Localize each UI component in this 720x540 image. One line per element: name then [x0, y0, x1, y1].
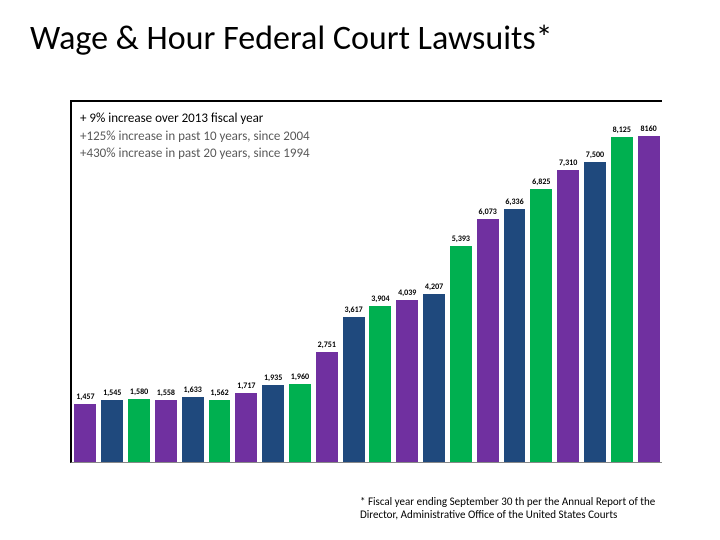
- bar-value-label: 2,751: [318, 340, 336, 350]
- bar: 1,633: [182, 397, 204, 462]
- bar: 1,545: [101, 400, 123, 462]
- bar-value-label: 6,336: [505, 197, 523, 207]
- bar-value-label: 1,960: [291, 372, 309, 382]
- bar-value-label: 4,039: [398, 288, 416, 298]
- bar: 8,125: [611, 137, 633, 462]
- bar: 6,336: [504, 209, 526, 462]
- bar-plot: 1,4571,5451,5801,5581,6331,5621,7171,935…: [72, 102, 662, 462]
- bar-value-label: 1,457: [76, 392, 94, 402]
- bar-value-label: 1,558: [157, 388, 175, 398]
- bar-value-label: 1,717: [237, 381, 255, 391]
- bar: 1,580: [128, 399, 150, 462]
- slide: Wage & Hour Federal Court Lawsuits* + 9%…: [0, 0, 720, 540]
- page-title: Wage & Hour Federal Court Lawsuits*: [30, 18, 690, 59]
- bar-value-label: 1,545: [103, 388, 121, 398]
- bar: 1,558: [155, 400, 177, 462]
- bar: 3,904: [369, 306, 391, 462]
- bar: 6,073: [477, 219, 499, 462]
- bar-value-label: 3,904: [371, 294, 389, 304]
- bar-value-label: 7,500: [586, 150, 604, 160]
- bar: 7,310: [557, 170, 579, 462]
- bar-value-label: 1,562: [210, 388, 228, 398]
- bar: 5,393: [450, 246, 472, 462]
- bar-value-label: 7,310: [559, 158, 577, 168]
- bar-value-label: 8160: [640, 124, 656, 134]
- bar-value-label: 3,617: [344, 305, 362, 315]
- bar: 1,935: [262, 385, 284, 462]
- bar: 1,457: [74, 404, 96, 462]
- bar-value-label: 8,125: [613, 125, 631, 135]
- bar: 2,751: [316, 352, 338, 462]
- bar: 8160: [638, 136, 660, 462]
- bar-value-label: 6,073: [479, 207, 497, 217]
- bar: 4,207: [423, 294, 445, 462]
- bar: 3,617: [343, 317, 365, 462]
- bar-value-label: 1,935: [264, 373, 282, 383]
- bar: 4,039: [396, 300, 418, 462]
- bar-value-label: 5,393: [452, 234, 470, 244]
- bar: 1,960: [289, 384, 311, 462]
- chart-container: + 9% increase over 2013 fiscal year +125…: [70, 100, 662, 463]
- bar: 7,500: [584, 162, 606, 462]
- bar: 1,717: [235, 393, 257, 462]
- footnote: * Fiscal year ending September 30 th per…: [360, 495, 680, 523]
- bar-value-label: 1,633: [184, 385, 202, 395]
- bar: 1,562: [209, 400, 231, 462]
- bar-value-label: 1,580: [130, 387, 148, 397]
- bar-value-label: 4,207: [425, 282, 443, 292]
- bar: 6,825: [530, 189, 552, 462]
- bar-value-label: 6,825: [532, 177, 550, 187]
